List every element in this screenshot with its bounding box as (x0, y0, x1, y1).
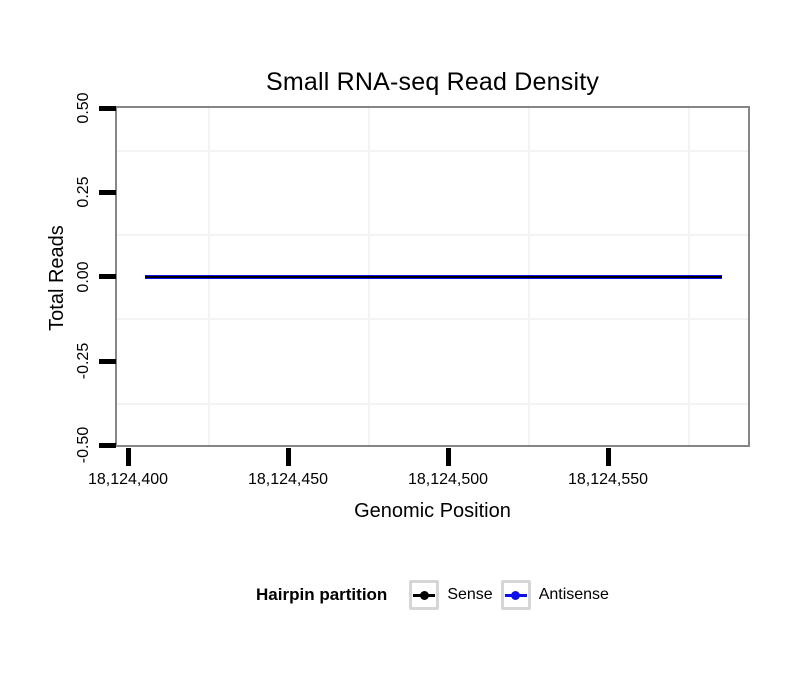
antisense-point-icon (511, 590, 521, 600)
x-tick-label: 18,124,450 (247, 471, 329, 488)
minor-gridline-horizontal (117, 318, 748, 320)
y-tick-mark (99, 443, 116, 448)
minor-gridline-horizontal (117, 403, 748, 405)
y-tick-mark (99, 274, 116, 279)
legend-item-sense: Sense (409, 580, 493, 610)
minor-gridline-horizontal (117, 150, 748, 152)
y-tick-mark (99, 190, 116, 195)
legend: Hairpin partition Sense Antisense (115, 577, 750, 613)
sense-legend-key (409, 580, 440, 610)
antisense-legend-key (500, 580, 531, 610)
legend-title: Hairpin partition (256, 585, 388, 604)
x-tick-label: 18,124,550 (567, 471, 649, 488)
x-tick-label: 18,124,400 (87, 471, 169, 488)
y-tick-mark (99, 359, 116, 364)
legend-label-sense: Sense (447, 586, 493, 603)
chart-title: Small RNA-seq Read Density (265, 68, 600, 96)
sense-series-line (145, 276, 722, 278)
minor-gridline-horizontal (117, 234, 748, 236)
x-tick-mark (606, 448, 611, 466)
y-tick-mark (99, 106, 116, 111)
legend-label-antisense: Antisense (538, 586, 609, 603)
x-tick-mark (286, 448, 291, 466)
x-tick-mark (446, 448, 451, 466)
x-tick-label: 18,124,500 (407, 471, 489, 488)
sense-point-icon (419, 590, 429, 600)
y-axis-title: Total Reads (46, 225, 68, 331)
plot-panel (115, 106, 750, 447)
x-axis-title: Genomic Position (354, 500, 511, 522)
x-tick-mark (126, 448, 131, 466)
legend-item-antisense: Antisense (500, 580, 609, 610)
